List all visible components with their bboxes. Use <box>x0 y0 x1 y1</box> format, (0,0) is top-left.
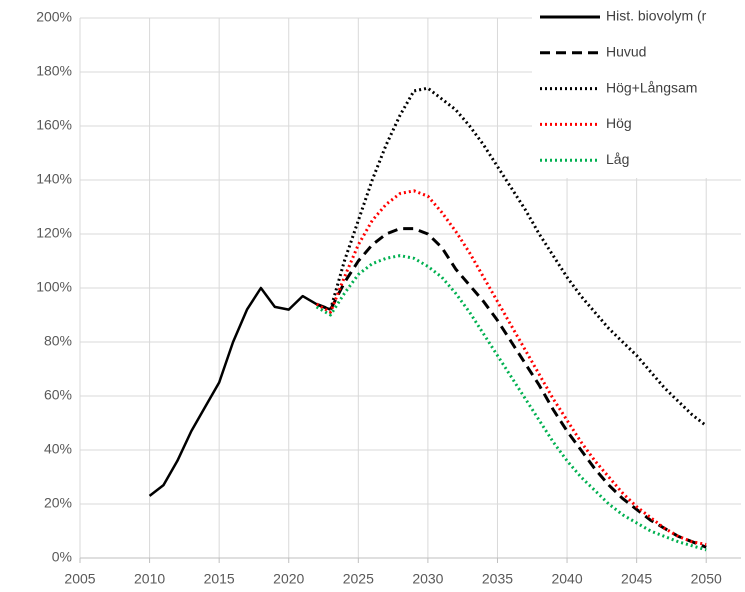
y-tick-label: 20% <box>44 495 72 511</box>
legend-label: Hist. biovolym (r <box>606 8 707 24</box>
x-tick-label: 2045 <box>621 571 652 587</box>
series-line <box>148 286 331 497</box>
x-tick-label: 2035 <box>482 571 513 587</box>
series-line <box>329 86 708 427</box>
legend-label: Hög <box>606 115 632 131</box>
y-tick-label: 80% <box>44 333 72 349</box>
y-tick-label: 160% <box>36 117 72 133</box>
y-tick-label: 40% <box>44 441 72 457</box>
series-line <box>316 227 707 549</box>
x-tick-label: 2005 <box>64 571 95 587</box>
y-tick-label: 180% <box>36 63 72 79</box>
legend-label: Låg <box>606 151 629 167</box>
x-tick-label: 2030 <box>412 571 443 587</box>
series-line <box>315 189 707 546</box>
y-tick-label: 140% <box>36 171 72 187</box>
x-tick-label: 2020 <box>273 571 304 587</box>
legend-box <box>532 0 745 178</box>
x-tick-label: 2040 <box>551 571 582 587</box>
y-tick-label: 100% <box>36 279 72 295</box>
y-tick-label: 60% <box>44 387 72 403</box>
x-tick-label: 2015 <box>204 571 235 587</box>
y-tick-label: 120% <box>36 225 72 241</box>
legend-label: Huvud <box>606 44 646 60</box>
legend-label: Hög+Långsam <box>606 79 697 95</box>
x-tick-label: 2010 <box>134 571 165 587</box>
x-tick-label: 2050 <box>691 571 722 587</box>
x-tick-label: 2025 <box>343 571 374 587</box>
y-tick-label: 0% <box>52 549 72 565</box>
y-tick-label: 200% <box>36 9 72 25</box>
series-line <box>315 254 707 552</box>
